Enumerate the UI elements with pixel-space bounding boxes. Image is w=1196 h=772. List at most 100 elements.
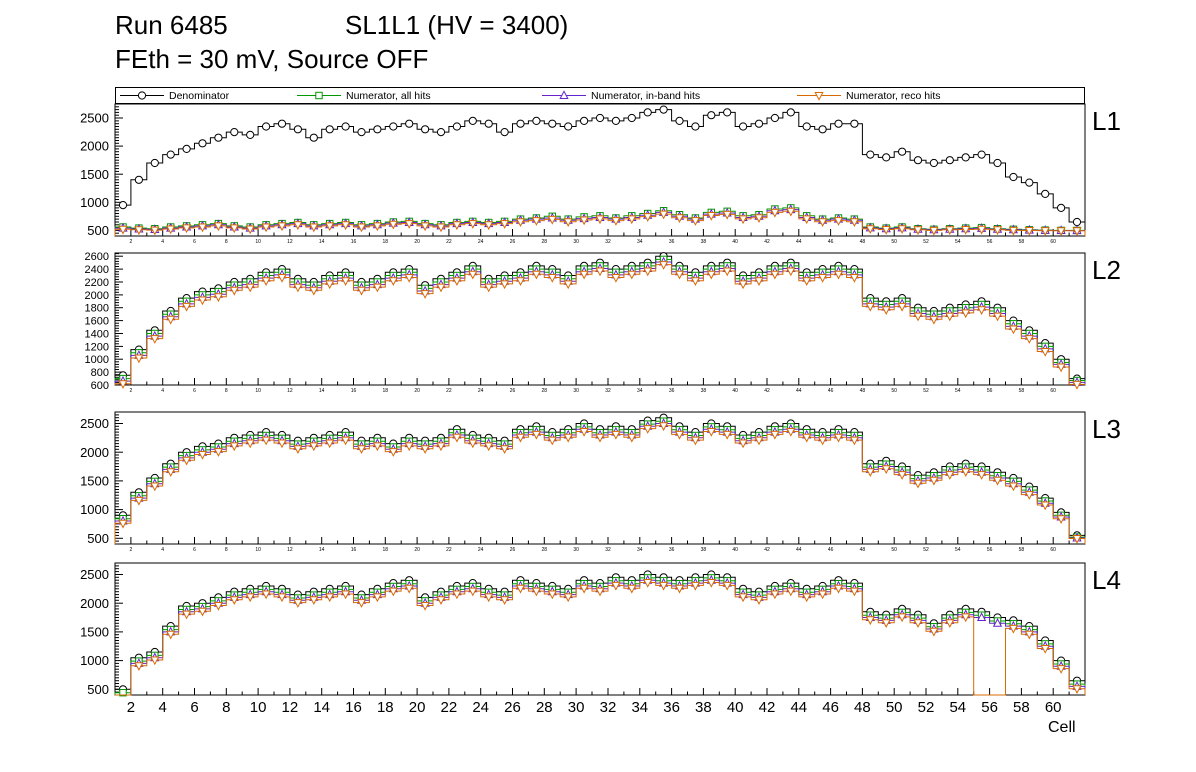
- svg-text:50: 50: [891, 388, 897, 394]
- svg-text:30: 30: [573, 239, 579, 245]
- svg-text:4: 4: [159, 699, 167, 716]
- triangle-up-icon: [542, 90, 586, 99]
- svg-text:2000: 2000: [80, 139, 109, 154]
- svg-text:52: 52: [923, 239, 929, 245]
- svg-text:500: 500: [87, 682, 109, 697]
- svg-text:36: 36: [669, 239, 675, 245]
- svg-text:56: 56: [981, 699, 998, 716]
- svg-text:44: 44: [790, 699, 807, 716]
- svg-text:2000: 2000: [80, 445, 109, 460]
- svg-text:1000: 1000: [85, 354, 109, 366]
- svg-text:20: 20: [409, 699, 426, 716]
- legend-entry-3: Numerator, in-band hits: [541, 88, 700, 103]
- svg-text:22: 22: [446, 547, 452, 553]
- svg-text:800: 800: [91, 367, 109, 379]
- svg-text:8: 8: [225, 388, 228, 394]
- svg-text:38: 38: [701, 388, 707, 394]
- legend-entry-2: Numerator, all hits: [296, 88, 431, 103]
- svg-text:18: 18: [383, 547, 389, 553]
- svg-text:28: 28: [536, 699, 553, 716]
- svg-text:60: 60: [1045, 699, 1062, 716]
- svg-text:26: 26: [510, 547, 516, 553]
- svg-text:60: 60: [1050, 239, 1056, 245]
- svg-text:6: 6: [193, 388, 196, 394]
- svg-text:58: 58: [1019, 239, 1025, 245]
- svg-text:30: 30: [573, 547, 579, 553]
- svg-text:38: 38: [701, 239, 707, 245]
- svg-text:10: 10: [255, 388, 261, 394]
- svg-text:20: 20: [414, 547, 420, 553]
- svg-text:2500: 2500: [80, 111, 109, 126]
- svg-text:16: 16: [351, 388, 357, 394]
- svg-text:28: 28: [542, 239, 548, 245]
- svg-text:44: 44: [796, 239, 802, 245]
- svg-text:46: 46: [822, 699, 839, 716]
- svg-text:16: 16: [345, 699, 362, 716]
- svg-text:58: 58: [1019, 547, 1025, 553]
- circle-icon: [120, 91, 164, 100]
- svg-text:8: 8: [225, 239, 228, 245]
- x-axis-title: Cell: [1048, 719, 1076, 736]
- svg-text:54: 54: [949, 699, 966, 716]
- svg-text:42: 42: [764, 547, 770, 553]
- svg-text:38: 38: [701, 547, 707, 553]
- svg-text:42: 42: [764, 388, 770, 394]
- svg-text:28: 28: [542, 547, 548, 553]
- svg-text:26: 26: [510, 388, 516, 394]
- svg-text:30: 30: [568, 699, 585, 716]
- svg-text:1000: 1000: [80, 195, 109, 210]
- svg-text:36: 36: [663, 699, 680, 716]
- svg-text:48: 48: [860, 388, 866, 394]
- svg-text:14: 14: [313, 699, 330, 716]
- svg-text:1200: 1200: [85, 341, 109, 353]
- svg-text:36: 36: [669, 388, 675, 394]
- svg-text:46: 46: [828, 239, 834, 245]
- svg-text:1400: 1400: [85, 328, 109, 340]
- svg-text:2000: 2000: [85, 290, 109, 302]
- legend-entry-4: Numerator, reco hits: [796, 88, 941, 103]
- svg-text:22: 22: [441, 699, 458, 716]
- svg-text:48: 48: [860, 239, 866, 245]
- svg-text:50: 50: [891, 239, 897, 245]
- svg-text:50: 50: [891, 547, 897, 553]
- svg-text:1500: 1500: [80, 474, 109, 489]
- svg-text:1000: 1000: [80, 653, 109, 668]
- svg-text:10: 10: [250, 699, 267, 716]
- svg-text:54: 54: [955, 547, 961, 553]
- svg-text:26: 26: [504, 699, 521, 716]
- svg-text:56: 56: [987, 388, 993, 394]
- svg-text:1500: 1500: [80, 167, 109, 182]
- svg-text:10: 10: [255, 239, 261, 245]
- svg-text:34: 34: [631, 699, 648, 716]
- svg-text:38: 38: [695, 699, 712, 716]
- svg-text:14: 14: [319, 388, 325, 394]
- svg-text:18: 18: [377, 699, 394, 716]
- svg-text:60: 60: [1050, 547, 1056, 553]
- legend-label: Denominator: [169, 89, 230, 102]
- svg-text:32: 32: [605, 547, 611, 553]
- svg-text:48: 48: [854, 699, 871, 716]
- square-icon: [297, 91, 341, 100]
- svg-text:34: 34: [637, 388, 643, 394]
- legend-label: Numerator, in-band hits: [591, 89, 701, 102]
- svg-text:34: 34: [637, 547, 643, 553]
- svg-text:22: 22: [446, 239, 452, 245]
- legend-label: Numerator, reco hits: [846, 89, 941, 102]
- svg-text:34: 34: [637, 239, 643, 245]
- svg-text:600: 600: [91, 380, 109, 392]
- svg-text:2500: 2500: [80, 416, 109, 431]
- svg-text:40: 40: [732, 388, 738, 394]
- svg-text:6: 6: [190, 699, 198, 716]
- svg-text:18: 18: [383, 388, 389, 394]
- svg-text:42: 42: [759, 699, 776, 716]
- svg-text:2400: 2400: [85, 264, 109, 276]
- svg-text:2: 2: [130, 388, 133, 394]
- svg-text:40: 40: [732, 547, 738, 553]
- svg-text:12: 12: [287, 547, 293, 553]
- svg-text:46: 46: [828, 388, 834, 394]
- svg-text:1500: 1500: [80, 624, 109, 639]
- svg-text:44: 44: [796, 388, 802, 394]
- svg-text:4: 4: [161, 388, 164, 394]
